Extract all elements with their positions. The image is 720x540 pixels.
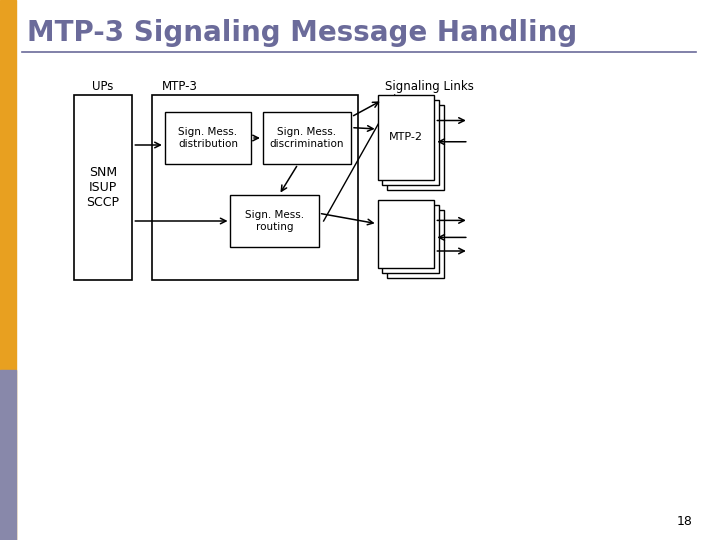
Bar [73,95,132,280]
Bar [0,370,16,540]
Bar [0,0,16,540]
Bar [152,95,358,280]
Text: 18: 18 [677,515,693,528]
Text: Signaling Links: Signaling Links [385,80,474,93]
Text: Sign. Mess.
discrimination: Sign. Mess. discrimination [270,127,344,149]
Bar [387,105,444,190]
Bar [263,112,351,164]
Bar [382,100,439,185]
Bar [377,200,434,268]
Bar [377,95,434,180]
Text: MTP-3: MTP-3 [162,80,198,93]
Text: SNM
ISUP
SCCP: SNM ISUP SCCP [86,166,120,209]
Bar [387,210,444,278]
Bar [165,112,251,164]
Text: Sign. Mess.
routing: Sign. Mess. routing [245,210,304,232]
Text: MTP-2: MTP-2 [389,132,423,143]
Text: MTP-3 Signaling Message Handling: MTP-3 Signaling Message Handling [27,19,577,47]
Text: UPs: UPs [92,80,114,93]
Text: Sign. Mess.
distribution: Sign. Mess. distribution [178,127,238,149]
Bar [382,205,439,273]
Bar [230,195,319,247]
